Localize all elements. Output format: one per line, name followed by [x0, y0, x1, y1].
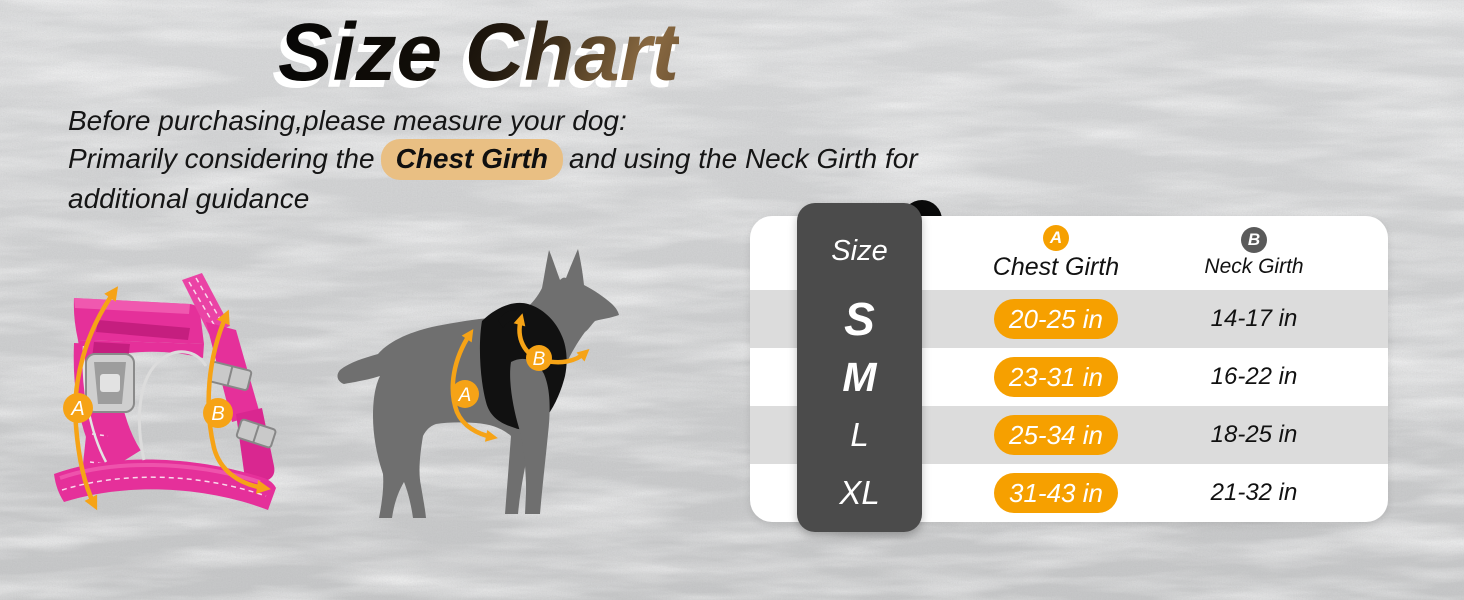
harness-marker-b: B	[203, 398, 233, 428]
neck-girth-value-xl: 21-32 in	[1210, 479, 1298, 506]
size-column-header: Size	[831, 235, 888, 267]
chest-girth-pill-m: 23-31 in	[994, 357, 1118, 397]
intro-line-1: Before purchasing,please measure your do…	[68, 105, 627, 136]
size-table: A Chest Girth B Neck Girth 20-25 in 14-1…	[750, 196, 1395, 541]
neck-girth-label: Neck Girth	[1204, 255, 1304, 278]
chest-girth-highlight: Chest Girth	[380, 139, 564, 180]
svg-text:B: B	[533, 349, 546, 370]
size-letter-s: S	[844, 293, 875, 345]
size-letter-xl: XL	[839, 474, 880, 511]
header-neck-girth: B Neck Girth	[1190, 216, 1388, 290]
neck-girth-value-l: 18-25 in	[1210, 421, 1298, 448]
chest-girth-pill-s: 20-25 in	[994, 299, 1118, 339]
page-title-text: Size Chart	[278, 7, 679, 98]
intro-line-2-post: and using the Neck Girth for	[569, 143, 918, 174]
neck-girth-b-badge: B	[1241, 227, 1267, 253]
intro-line-2-pre: Primarily considering the	[68, 143, 375, 174]
size-letter-l: L	[850, 416, 869, 453]
svg-text:A: A	[70, 398, 84, 420]
svg-text:B: B	[211, 403, 224, 425]
dog-marker-b: B	[526, 345, 552, 371]
row-l-chest-cell: 25-34 in	[922, 406, 1190, 464]
chest-girth-label: Chest Girth	[992, 252, 1120, 281]
dog-silhouette	[337, 249, 619, 518]
dog-marker-a: A	[451, 380, 479, 408]
neck-girth-value-s: 14-17 in	[1210, 305, 1298, 332]
dog-diagram: A B	[330, 228, 660, 549]
neck-girth-value-m: 16-22 in	[1210, 363, 1298, 390]
row-xl-neck-cell: 21-32 in	[1190, 464, 1388, 522]
size-letter-m: M	[842, 354, 877, 400]
row-m-neck-cell: 16-22 in	[1190, 348, 1388, 406]
harness-marker-a: A	[63, 393, 93, 423]
intro-line-2: Primarily considering the Chest Girth and …	[68, 139, 988, 180]
harness-photo: A B	[40, 266, 330, 533]
chest-girth-pill-xl: 31-43 in	[994, 473, 1118, 513]
svg-text:A: A	[458, 385, 472, 406]
row-xl-chest-cell: 31-43 in	[922, 464, 1190, 522]
chest-girth-a-badge: A	[1043, 224, 1069, 251]
row-m-chest-cell: 23-31 in	[922, 348, 1190, 406]
header-chest-girth: A Chest Girth	[922, 216, 1190, 290]
chest-girth-pill-l: 25-34 in	[994, 415, 1118, 455]
row-l-neck-cell: 18-25 in	[1190, 406, 1388, 464]
row-s-neck-cell: 14-17 in	[1190, 290, 1388, 348]
row-s-chest-cell: 20-25 in	[922, 290, 1190, 348]
